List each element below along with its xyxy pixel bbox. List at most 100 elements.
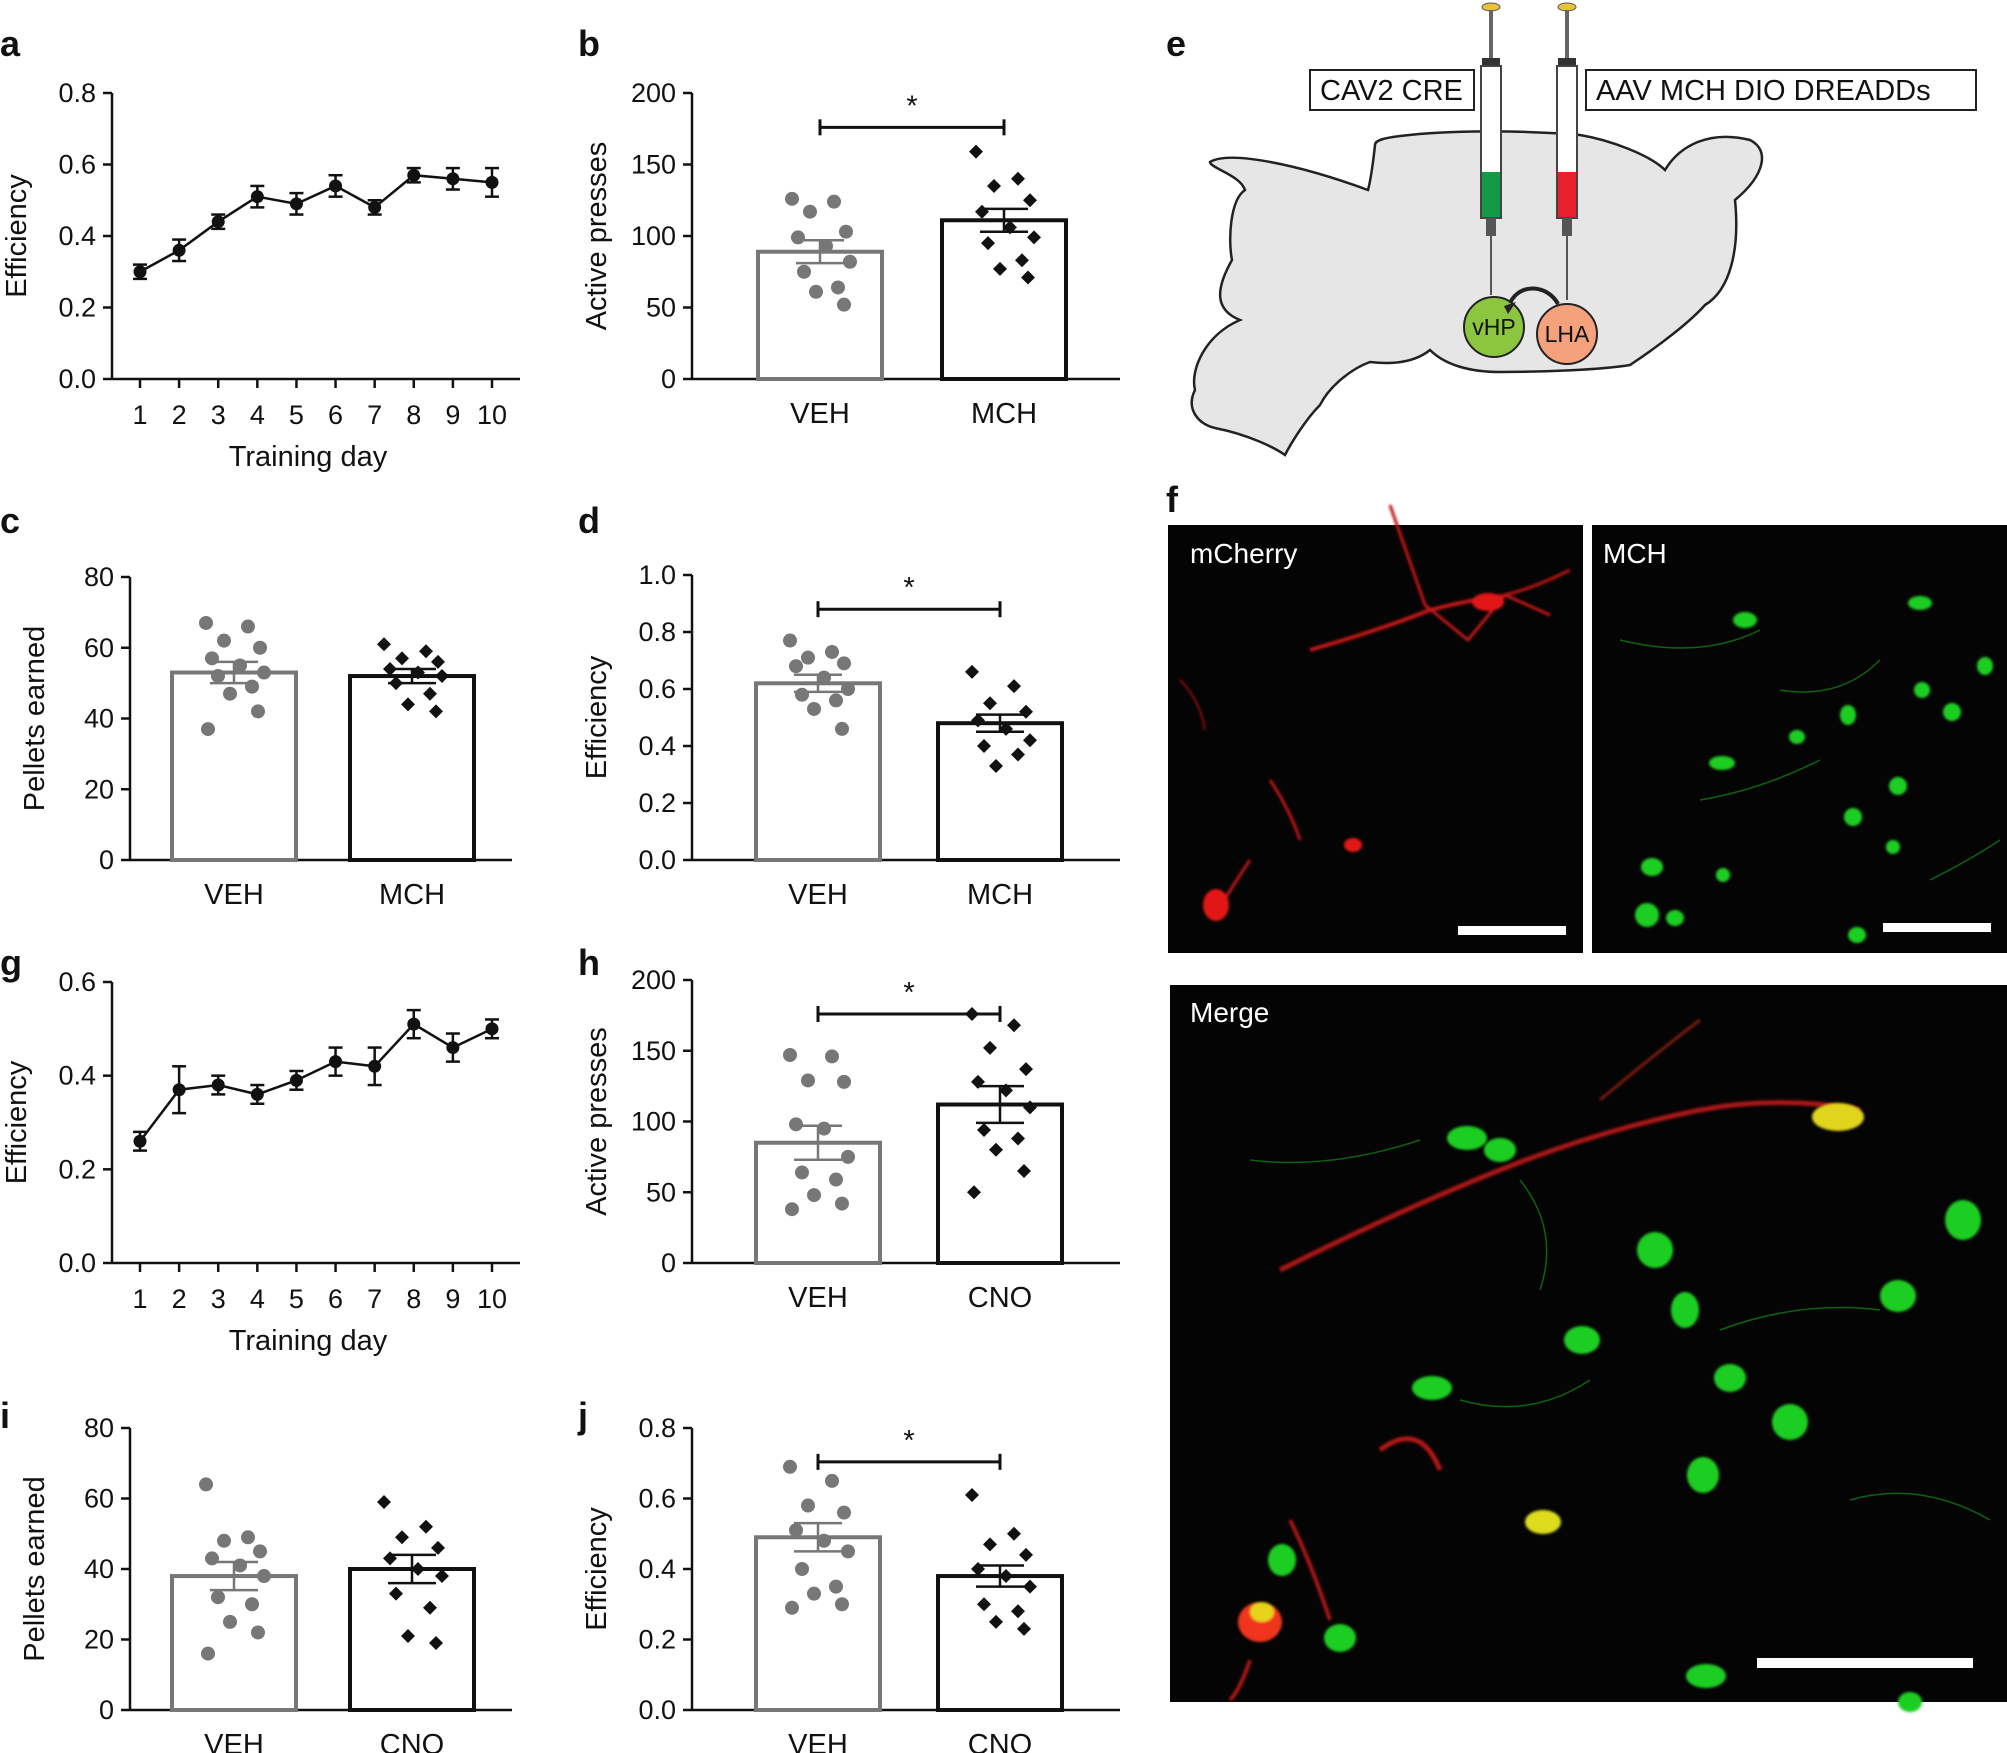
individual-point-d [1023,733,1037,748]
y-tick-label-a: 0.8 [58,78,96,108]
individual-point-h [1011,1131,1025,1146]
individual-point-b [791,230,805,245]
individual-point-h [977,1122,991,1137]
x-tick-label-g: 3 [211,1284,226,1314]
x-tick-label-g: 6 [328,1284,343,1314]
individual-point-c [435,669,449,684]
individual-point-j [1019,1547,1033,1562]
individual-point-b [981,236,995,251]
individual-point-c [383,661,397,676]
individual-point-h [817,1121,831,1136]
x-tick-label-a: 6 [328,400,343,430]
micrograph-mcherry-label: mCherry [1190,538,1297,569]
individual-point-i [245,1597,259,1612]
bar-c-veh [170,670,298,863]
individual-point-h [783,1047,797,1062]
individual-point-h [983,1040,997,1055]
y-tick-label-h: 0 [661,1248,676,1278]
significance-star-h: * [903,977,914,1009]
panel-label-d: d [578,500,600,541]
individual-point-j [807,1586,821,1601]
individual-point-j [1017,1621,1031,1636]
y-tick-label-i: 80 [84,1413,114,1443]
x-tick-label-a: 5 [289,400,304,430]
y-axis-label-g: Efficiency [1,1060,33,1184]
individual-point-h [795,1165,809,1180]
individual-point-c [411,665,425,680]
y-tick-label-d: 0.2 [638,788,676,818]
data-point-g [133,1134,147,1148]
y-tick-label-g: 0.0 [58,1248,96,1278]
individual-point-d [983,696,997,711]
individual-point-c [223,686,237,701]
individual-point-i [411,1562,425,1576]
individual-point-i [423,1600,437,1615]
x-tick-label-a: 10 [477,400,507,430]
individual-point-d [971,713,985,728]
y-tick-label-j: 0.6 [638,1484,676,1514]
y-tick-label-i: 20 [84,1625,114,1655]
panel-label-g: g [0,942,22,983]
category-label-i: VEH [204,1729,264,1753]
individual-point-h [841,1149,855,1164]
y-tick-label-b: 200 [631,78,676,108]
category-label-c: VEH [204,879,264,911]
individual-point-b [797,264,811,279]
individual-point-b [785,191,799,206]
bar-h-cno [936,1102,1064,1266]
individual-point-i [241,1530,255,1545]
individual-point-b [1003,220,1017,235]
y-tick-label-c: 80 [84,562,114,592]
x-tick-label-g: 10 [477,1284,507,1314]
individual-point-h [967,1185,981,1200]
y-tick-label-b: 100 [631,221,676,251]
category-label-h: VEH [788,1282,848,1314]
individual-point-h [1023,1100,1037,1115]
individual-point-d [789,659,803,674]
x-axis-label-a: Training day [229,441,388,473]
scale-bar [1883,923,1991,932]
y-tick-label-h: 200 [631,965,676,995]
bar-b-mch [940,218,1068,381]
individual-point-b [843,254,857,269]
y-tick-label-a: 0.0 [58,364,96,394]
y-tick-label-d: 0.8 [638,617,676,647]
panel-label-e: e [1166,23,1186,64]
micrograph-mch-label: MCH [1603,538,1667,569]
y-tick-label-i: 0 [99,1695,114,1725]
individual-point-c [205,651,219,666]
y-tick-label-g: 0.2 [58,1154,96,1184]
y-axis-label-b: Active presses [581,142,613,331]
individual-point-c [199,615,213,630]
x-tick-label-a: 1 [132,400,147,430]
category-label-d: VEH [788,879,848,911]
data-point-a [250,190,264,204]
individual-point-c [395,651,409,666]
individual-point-i [429,1636,443,1651]
individual-point-j [835,1597,849,1612]
individual-point-c [257,665,271,680]
panel-label-h: h [578,942,600,983]
individual-point-c [253,640,267,655]
individual-point-j [801,1498,815,1513]
category-label-i: CNO [380,1729,444,1753]
individual-point-j [817,1533,831,1548]
category-label-b: VEH [790,398,850,430]
individual-point-i [199,1477,213,1492]
y-tick-label-d: 1.0 [638,560,676,590]
series-line-g [139,1022,493,1142]
individual-point-i [435,1569,449,1584]
y-tick-label-c: 60 [84,633,114,663]
individual-point-d [817,670,831,685]
y-tick-label-b: 150 [631,150,676,180]
individual-point-i [211,1590,225,1605]
y-tick-label-h: 50 [646,1177,676,1207]
data-point-g [446,1041,460,1055]
individual-point-i [431,1540,445,1555]
individual-point-c [377,637,391,652]
individual-point-h [989,1142,1003,1157]
individual-point-b [839,224,853,239]
individual-point-i [251,1625,265,1640]
individual-point-i [233,1558,247,1573]
bar-b-veh [756,249,884,381]
